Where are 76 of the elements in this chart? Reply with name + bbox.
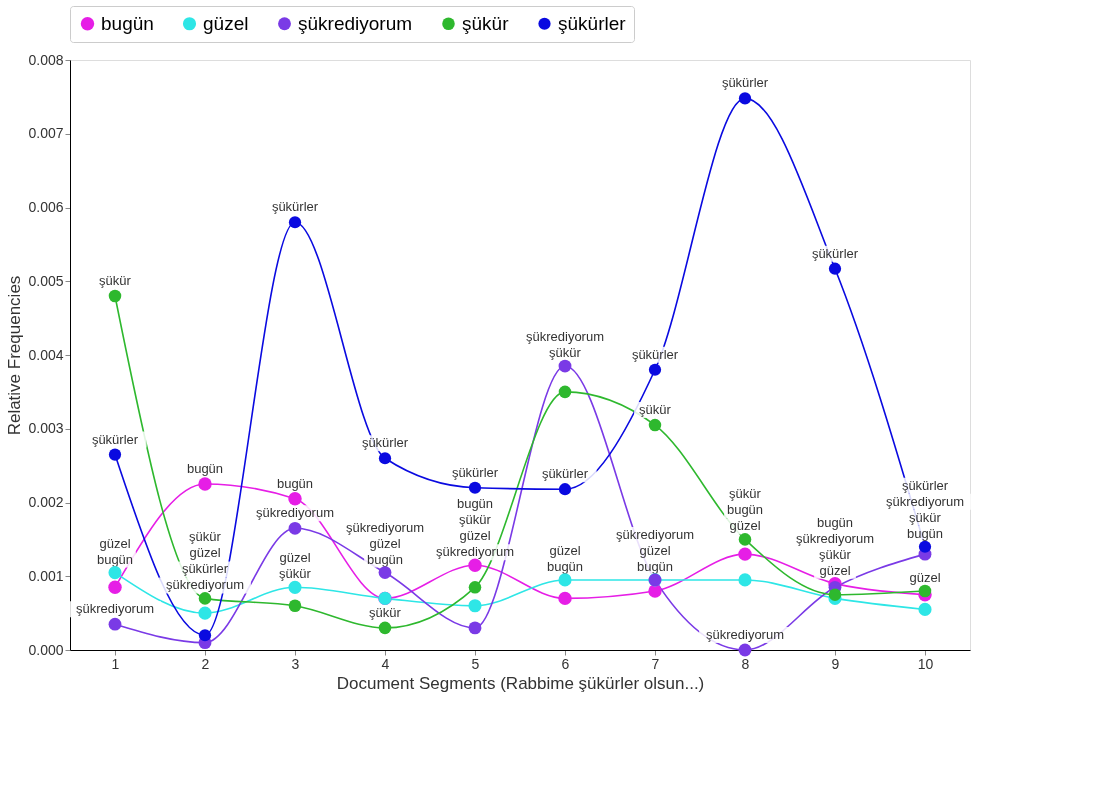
text: bugün: [366, 551, 404, 567]
text: şükürler: [541, 466, 589, 482]
x-tick-label: 2: [201, 655, 210, 672]
text: şükrediyorum: [75, 601, 155, 617]
y-tick-label: 0.004: [28, 346, 64, 363]
legend-label: şükrediyorum: [298, 12, 413, 34]
text: bugün: [816, 514, 854, 530]
y-tick-label: 0.002: [28, 494, 64, 510]
y-tick-label: 0.008: [28, 51, 64, 68]
x-tick-label: 4: [381, 655, 390, 672]
text: şükrediyorum: [435, 544, 515, 560]
x-tick-label: 6: [561, 655, 570, 672]
text: şükrediyorum: [795, 530, 875, 546]
text: şükürler: [811, 245, 859, 261]
y-tick-label: 0.003: [28, 420, 64, 437]
text: şükürler: [181, 561, 229, 577]
text: şükrediyorum: [705, 627, 785, 642]
x-tick-label: 3: [291, 655, 300, 672]
y-tick-label: 0.001: [28, 567, 64, 584]
text: şükür: [549, 345, 581, 361]
legend-label: şükür: [462, 12, 510, 34]
text: bugün: [726, 502, 764, 518]
text: güzel: [459, 528, 491, 544]
text: şükürler: [271, 199, 319, 215]
text: şükür: [369, 604, 401, 620]
text: şükrediyorum: [345, 519, 425, 535]
text: şükür: [99, 273, 131, 288]
y-axis-title: Relative Frequencies: [5, 275, 25, 436]
x-axis-title: Document Segments (Rabbime şükürler olsun...): [336, 673, 705, 693]
text: güzel: [729, 518, 761, 534]
text: bugün: [906, 525, 944, 541]
text: şükür: [279, 566, 311, 582]
text: şükrediyorum: [165, 577, 245, 593]
text: şükürler: [631, 346, 679, 362]
text: güzel: [369, 535, 401, 551]
text: bugün: [456, 496, 494, 512]
y-tick-label: 0.000: [28, 641, 64, 658]
text: bugün: [636, 558, 674, 574]
text: güzel: [549, 542, 581, 558]
text: güzel: [909, 570, 941, 585]
text: güzel: [279, 550, 311, 566]
y-tick-label: 0.006: [28, 199, 64, 215]
x-tick-label: 8: [741, 655, 750, 672]
text: şükürler: [901, 477, 949, 493]
text: bugün: [546, 558, 584, 574]
text: şükrediyorum: [615, 526, 695, 542]
text: güzel: [99, 535, 131, 551]
y-tick-label: 0.005: [28, 272, 64, 289]
text: şükür: [909, 509, 941, 525]
x-tick-label: 7: [651, 655, 660, 672]
text: şükürler: [451, 464, 499, 480]
text: şükrediyorum: [885, 493, 965, 509]
y-tick-label: 0.007: [28, 125, 64, 142]
text: bugün: [96, 551, 134, 567]
x-tick-label: 10: [917, 655, 934, 672]
text: şükür: [459, 512, 491, 528]
text: güzel: [639, 542, 671, 558]
legend-label: şükürler: [558, 12, 627, 34]
x-tick-label: 5: [471, 655, 480, 672]
legend-label: bugün: [101, 12, 154, 34]
text: şükür: [729, 486, 761, 502]
text: bugün: [186, 461, 224, 477]
text: şükürler: [361, 435, 409, 451]
text: güzel: [189, 545, 221, 561]
text: şükrediyorum: [525, 329, 605, 345]
text: şükür: [189, 529, 221, 545]
text: bugün: [276, 475, 314, 491]
text: güzel: [819, 562, 851, 578]
text: şükürler: [91, 431, 139, 447]
text: şükür: [819, 546, 851, 562]
text: şükür: [639, 402, 671, 418]
legend-label: güzel: [203, 12, 249, 34]
text: şükürler: [721, 75, 769, 91]
x-tick-label: 1: [111, 655, 120, 672]
x-tick-label: 9: [831, 655, 840, 672]
text: şükrediyorum: [255, 505, 335, 521]
